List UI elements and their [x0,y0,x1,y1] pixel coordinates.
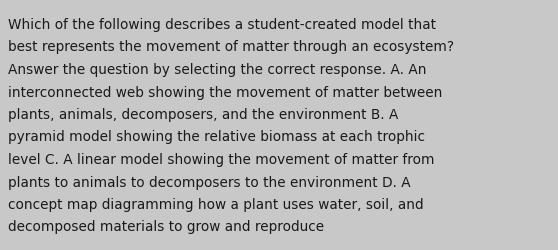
Text: decomposed materials to grow and reproduce: decomposed materials to grow and reprodu… [8,220,324,234]
Text: Which of the following describes a student-created model that: Which of the following describes a stude… [8,18,436,32]
Text: plants, animals, decomposers, and the environment B. A: plants, animals, decomposers, and the en… [8,108,398,122]
Text: concept map diagramming how a plant uses water, soil, and: concept map diagramming how a plant uses… [8,197,424,211]
Text: Answer the question by selecting the correct response. A. An: Answer the question by selecting the cor… [8,63,426,77]
Text: level C. A linear model showing the movement of matter from: level C. A linear model showing the move… [8,152,435,166]
Text: interconnected web showing the movement of matter between: interconnected web showing the movement … [8,85,442,99]
Text: pyramid model showing the relative biomass at each trophic: pyramid model showing the relative bioma… [8,130,425,144]
Text: plants to animals to decomposers to the environment D. A: plants to animals to decomposers to the … [8,175,411,189]
Text: best represents the movement of matter through an ecosystem?: best represents the movement of matter t… [8,40,454,54]
